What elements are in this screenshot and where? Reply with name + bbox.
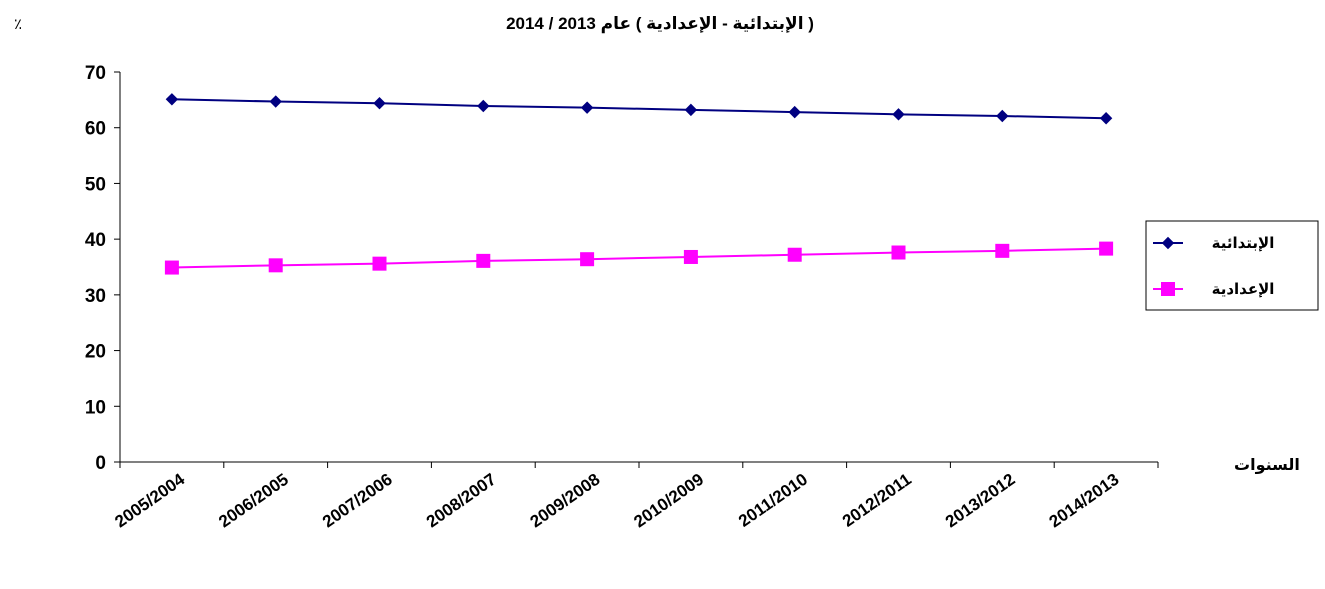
legend-label: الإعدادية [1212, 281, 1275, 298]
data-point [1099, 112, 1113, 125]
data-point [891, 245, 906, 260]
y-ticks: 0 10 20 30 40 50 60 70 [85, 63, 120, 474]
y-tick-label: 50 [85, 174, 106, 195]
y-tick-label: 60 [85, 119, 106, 140]
x-tick-label: 2006/2005 [215, 470, 292, 532]
y-tick-label: 0 [95, 453, 106, 474]
x-tick-label: 2009/2008 [527, 470, 604, 532]
data-point [372, 256, 387, 271]
data-point [787, 247, 802, 262]
x-axis-label: السنوات [1234, 457, 1300, 474]
legend-swatch-marker [1161, 282, 1175, 296]
x-tick-label: 2012/2011 [839, 470, 915, 531]
series-1 [165, 93, 1113, 125]
data-point [892, 108, 905, 121]
legend-items: الإبتدائية الإعدادية [1153, 235, 1274, 298]
series-line [171, 247, 1107, 269]
data-point [788, 105, 801, 119]
data-point [373, 96, 386, 110]
data-point [580, 101, 594, 114]
series-line [171, 98, 1107, 120]
legend-swatch-marker [1161, 236, 1175, 250]
y-tick-label: 70 [85, 63, 106, 84]
x-tick-label: 2010/2009 [630, 470, 707, 532]
data-point [684, 103, 698, 117]
x-tick-label: 2007/2006 [319, 470, 396, 532]
y-tick-label: 20 [85, 342, 106, 363]
data-point [1099, 241, 1114, 256]
y-tick-label: 30 [85, 286, 106, 307]
x-tick-label: 2014/2013 [1046, 470, 1123, 532]
data-point [268, 258, 283, 273]
x-ticks: 2005/2004 2006/2005 2007/2006 2008/2007 2009… [111, 462, 1159, 532]
data-point [996, 109, 1009, 123]
series-2 [164, 241, 1114, 275]
unit-label: ٪ [14, 16, 22, 33]
legend-label: الإبتدائية [1212, 235, 1275, 252]
data-point [476, 253, 491, 268]
data-point [164, 260, 179, 275]
chart-title-line-2: ( الإبتدائية - الإعدادية ) عام 2013 / 20… [506, 14, 814, 33]
x-tick-label: 2013/2012 [942, 470, 1019, 532]
data-point [995, 243, 1010, 258]
data-point [477, 99, 490, 113]
series [164, 93, 1114, 275]
legend: الإبتدائية الإعدادية [1145, 220, 1319, 311]
y-tick-label: 40 [85, 230, 106, 251]
data-point [580, 252, 595, 267]
x-tick-label: 2008/2007 [423, 470, 500, 532]
data-point [269, 95, 282, 108]
data-point [165, 93, 179, 106]
y-tick-label: 10 [85, 397, 106, 418]
data-point [683, 249, 698, 264]
x-tick-label: 2011/2010 [735, 470, 811, 531]
x-tick-label: 2005/2004 [111, 469, 188, 531]
